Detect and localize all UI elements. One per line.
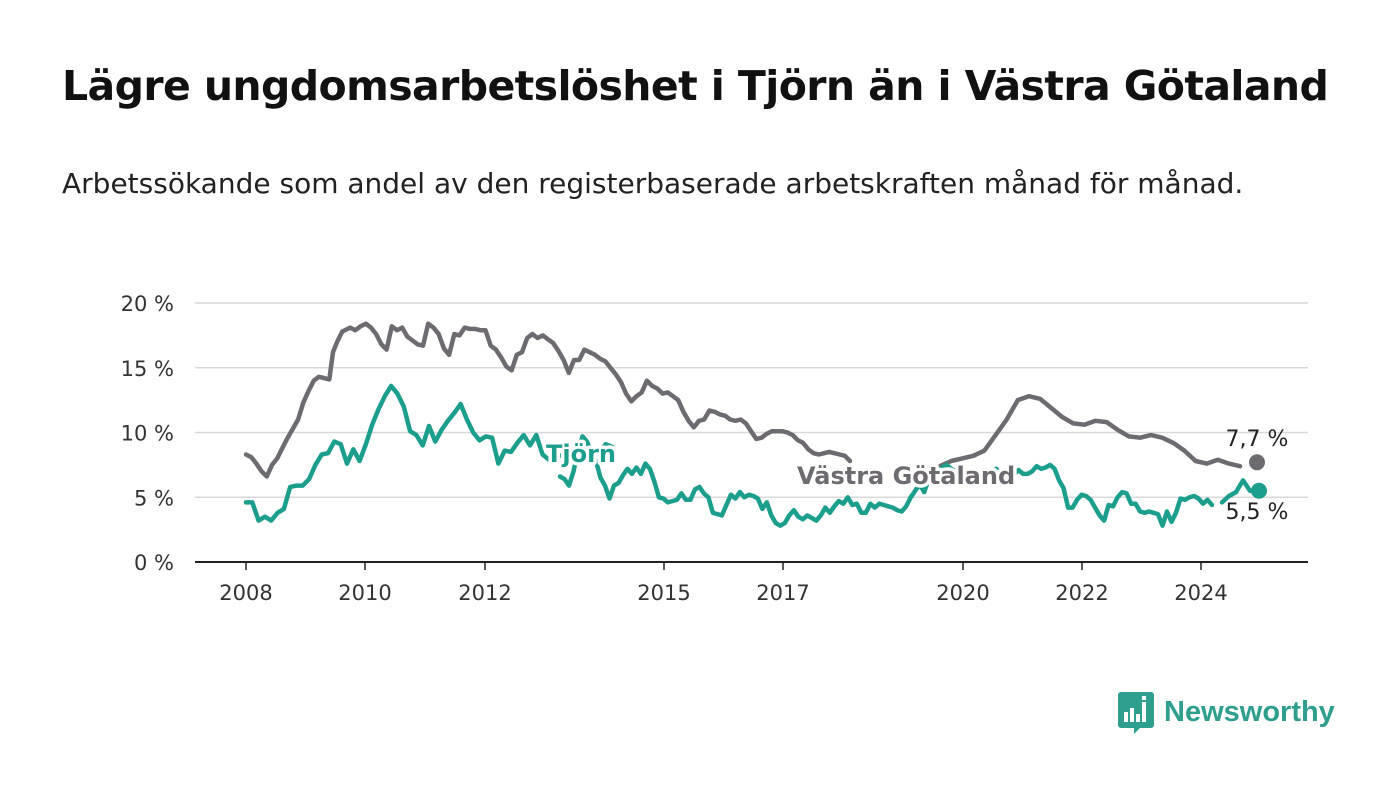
- x-tick-label: 2015: [637, 581, 690, 605]
- x-tick-label: 2017: [756, 581, 809, 605]
- x-tick-label: 2012: [458, 581, 511, 605]
- end-marker-tjorn: [1251, 482, 1267, 499]
- series-label-tjorn-halo: Tjörn: [546, 440, 616, 468]
- y-tick-label: 5 %: [134, 486, 174, 510]
- x-tick-label: 2022: [1055, 581, 1108, 605]
- x-tick-label: 2020: [936, 581, 989, 605]
- series-lines: [243, 321, 1260, 528]
- chart-subtitle: Arbetssökande som andel av den registerb…: [62, 167, 1244, 200]
- line-tjorn: [243, 383, 615, 523]
- series-label-tjorn: Tjörn: [546, 440, 616, 468]
- y-tick-label: 0 %: [134, 551, 174, 575]
- y-tick-label: 10 %: [121, 422, 174, 446]
- end-marker-vastra-gotaland: [1249, 454, 1265, 471]
- y-tick-label: 15 %: [121, 357, 174, 381]
- line-vastra-gotaland: [937, 393, 1243, 469]
- x-tick-label: 2010: [338, 581, 391, 605]
- end-label-tjorn: 5,5 %: [1226, 500, 1289, 525]
- line-vastra-gotaland: [243, 321, 853, 479]
- line-tjorn: [557, 434, 1215, 528]
- newsworthy-logo-icon: [1118, 692, 1154, 734]
- series-label-vastra-gotaland: Västra Götaland: [797, 462, 1015, 490]
- x-tick-label: 2024: [1174, 581, 1227, 605]
- series-label-vastra-gotaland-halo: Västra Götaland: [797, 462, 1015, 490]
- chart-title: Lägre ungdomsarbetslöshet i Tjörn än i V…: [62, 62, 1329, 110]
- y-axis-labels: 0 % 5 % 10 % 15 % 20 %: [121, 292, 174, 575]
- y-tick-label: 20 %: [121, 292, 174, 316]
- grid-lines: [195, 302, 1308, 498]
- end-label-vastra-gotaland: 7,7 %: [1226, 427, 1289, 452]
- brand-name: Newsworthy: [1164, 695, 1335, 728]
- x-axis: 2008 2010 2012 2015 2017 2020 2022 2024: [195, 561, 1308, 605]
- newsworthy-logo: Newsworthy: [1118, 690, 1335, 734]
- x-tick-label: 2008: [219, 581, 272, 605]
